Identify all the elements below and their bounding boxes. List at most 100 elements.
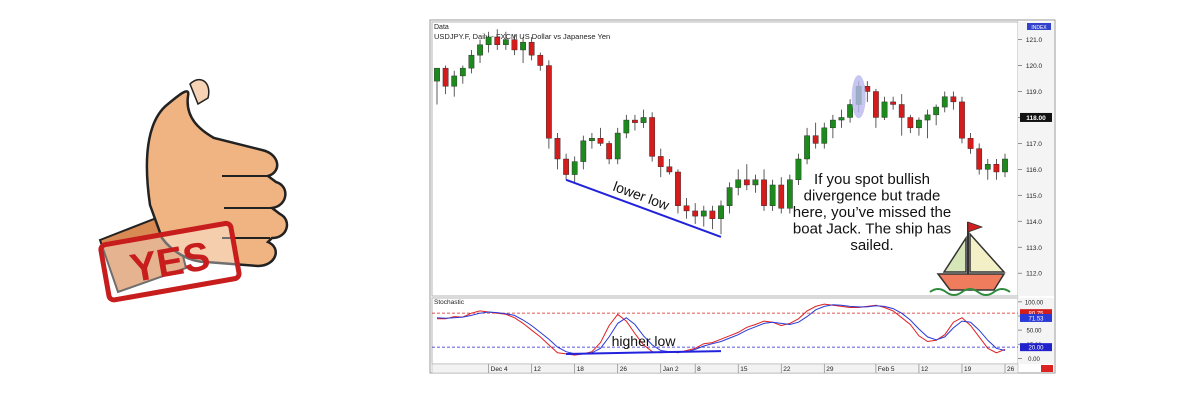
axis-corner-badge [1041, 365, 1053, 372]
candle-body [606, 143, 612, 160]
candle-body [890, 101, 896, 105]
highlight-ellipse [851, 75, 866, 119]
stochastic-label: Stochastic [434, 299, 465, 306]
candle-body [864, 86, 871, 92]
candle-body [700, 210, 707, 217]
candle-body [735, 179, 742, 188]
candle-body [451, 75, 458, 87]
x-tick-label: 8 [697, 366, 701, 373]
candle-body [1002, 158, 1008, 173]
x-axis-band [431, 363, 1019, 374]
candle-body [614, 132, 621, 160]
price-tick-label: 112.0 [1026, 271, 1042, 278]
candle-body [838, 117, 845, 121]
thumbs-up-icon: YES [98, 78, 289, 303]
stoch-level-label: 20.00 [1028, 346, 1044, 352]
higher-low-label: higher low [612, 333, 677, 349]
stoch-tick-label: 50.00 [1026, 329, 1042, 335]
x-tick-label: 26 [1007, 366, 1015, 373]
candle-body [933, 106, 940, 116]
price-tick-label: 114.0 [1026, 219, 1042, 226]
last-price-badge [1020, 112, 1052, 122]
stoch-tick-label: 100.00 [1025, 300, 1044, 306]
candle-body [795, 158, 802, 180]
candle-body [511, 39, 518, 51]
candle-body [442, 67, 449, 87]
candle-body [830, 119, 836, 129]
candle-body [571, 161, 578, 175]
stoch-axis-band [1018, 298, 1054, 364]
price-tick-label: 120.0 [1026, 63, 1043, 70]
candle-body [804, 135, 810, 160]
x-tick-label: Feb 5 [878, 366, 895, 373]
candle-body [950, 96, 957, 103]
candle-body [984, 163, 991, 170]
sailboat-flag [967, 221, 984, 233]
lower-low-trendline [565, 178, 722, 238]
thumb-nail [189, 78, 210, 106]
sailboat-icon [929, 221, 1011, 296]
x-tick-label: Dec 4 [491, 366, 508, 373]
candle-body [520, 41, 526, 51]
candle-body [623, 119, 630, 134]
candle-body [589, 138, 595, 142]
stoch-level-badge [1020, 343, 1052, 352]
candle-body [941, 96, 948, 108]
candle-body [873, 91, 879, 118]
candle-body [537, 54, 544, 66]
annotation-line: divergence but trade [804, 188, 941, 205]
index-badge [1027, 23, 1051, 30]
higher-low-trendline [566, 350, 722, 355]
price-tick-label: 117.0 [1026, 141, 1042, 148]
chart-title: USDJPY.F, Daily - FXCM US Dollar vs Japa… [434, 32, 610, 41]
candle-body [916, 119, 922, 129]
candle-body [907, 117, 914, 129]
candle-body [649, 117, 656, 157]
x-tick-label: 18 [577, 366, 585, 373]
candle-body [597, 138, 604, 144]
candle-body [924, 114, 931, 121]
stoch-plot-area [431, 297, 1019, 365]
candle-body [477, 44, 483, 56]
annotation-line: sailed. [850, 237, 893, 254]
price-axis: 112.0 113.0 114.0 115.0 116.0 117.0 119.0 120.0… [1018, 37, 1052, 278]
candle-body [709, 210, 716, 219]
candle-body [786, 179, 793, 209]
candle-body [580, 140, 587, 162]
candle-body [675, 171, 681, 206]
stoch-current-label: 71.53 [1028, 316, 1044, 322]
candle-body [485, 36, 492, 45]
thumb-hand [145, 90, 289, 268]
x-tick-label: 15 [740, 366, 748, 373]
candle-body [546, 65, 552, 139]
candle-body [726, 187, 733, 206]
stochastic-line [436, 304, 1006, 355]
candle-body [657, 156, 664, 167]
candle-body [812, 135, 819, 144]
annotation-line: here, you’ve missed the [793, 204, 951, 221]
candle-body [632, 119, 638, 123]
price-plot-area [431, 21, 1019, 297]
candle-body [821, 127, 828, 144]
index-badge-label: INDEX [1031, 25, 1047, 31]
data-label: Data [434, 24, 449, 31]
candle-body [847, 104, 853, 118]
sailboat-hull [936, 273, 1006, 291]
candle-body [898, 104, 905, 118]
price-tick-label: 121.0 [1026, 37, 1043, 44]
candle-body [967, 138, 974, 149]
candle-body [528, 41, 535, 56]
candle-body [993, 163, 1000, 173]
candlesticks [434, 29, 1008, 235]
price-tick-label: 119.0 [1026, 89, 1042, 96]
x-axis: Dec 4 12 18 26 Jan 2 8 15 22 29 Feb 5 12 19 26 [488, 364, 1015, 373]
annotation-line: boat Jack. The ship has [793, 221, 951, 238]
candle-body [752, 179, 759, 186]
sailboat-back-sail [942, 235, 967, 273]
candle-body [666, 166, 673, 173]
candle-body [881, 101, 888, 118]
candle-body [959, 101, 965, 139]
x-tick-label: 22 [783, 366, 791, 373]
